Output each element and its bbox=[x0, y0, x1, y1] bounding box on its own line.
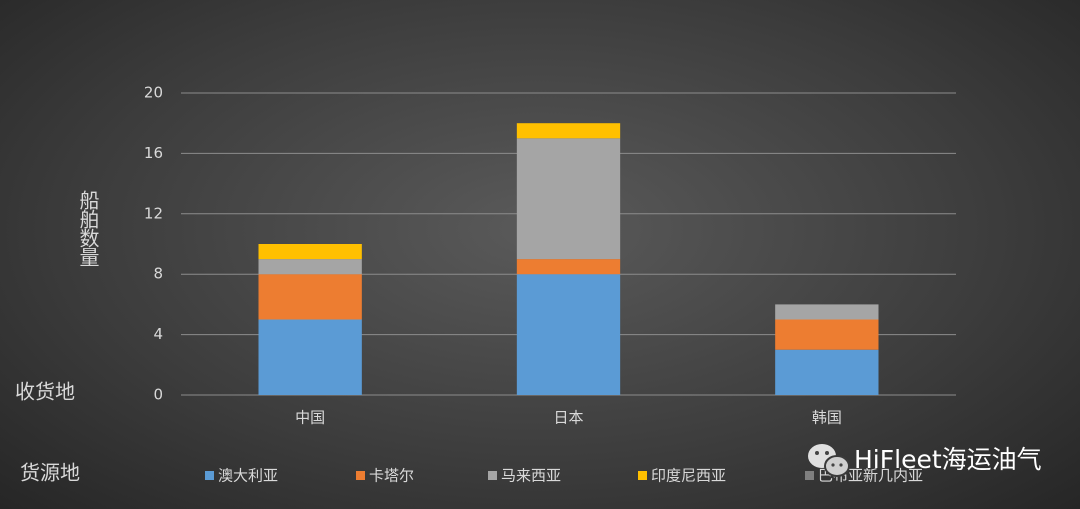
bar-segment bbox=[258, 319, 362, 395]
bar-segment bbox=[775, 349, 879, 395]
bar-segment bbox=[775, 304, 879, 320]
legend-label: 澳大利亚 bbox=[218, 467, 278, 485]
bar-segment bbox=[516, 123, 621, 139]
legend-swatch bbox=[638, 471, 647, 480]
y-tick-label: 16 bbox=[144, 144, 163, 162]
y-tick-label: 4 bbox=[153, 325, 163, 343]
x-tick-label: 中国 bbox=[295, 409, 325, 427]
y-tick-label: 12 bbox=[144, 204, 163, 222]
legend-swatch bbox=[205, 471, 214, 480]
bar-segment bbox=[258, 244, 362, 260]
watermark-icon bbox=[808, 444, 850, 477]
bar-segment bbox=[516, 259, 621, 275]
legend-label: 卡塔尔 bbox=[369, 467, 414, 485]
x-axis-label: 收货地 bbox=[15, 380, 75, 404]
y-tick-label: 20 bbox=[144, 84, 163, 102]
bar-segment bbox=[258, 259, 362, 275]
bar-segment bbox=[516, 274, 621, 395]
legend-swatch bbox=[356, 471, 365, 480]
watermark: HiFleet海运油气 bbox=[854, 445, 1042, 474]
legend-swatch bbox=[488, 471, 497, 480]
legend-title: 货源地 bbox=[20, 461, 80, 485]
legend-label: 印度尼西亚 bbox=[651, 467, 726, 485]
bar-segment bbox=[258, 274, 362, 320]
x-tick-label: 日本 bbox=[553, 409, 583, 427]
bar-segment bbox=[775, 319, 879, 350]
y-tick-label: 0 bbox=[153, 386, 163, 404]
legend-label: 马来西亚 bbox=[501, 467, 561, 485]
y-tick-label: 8 bbox=[153, 265, 163, 283]
bar-segment bbox=[516, 138, 621, 260]
legend-swatch bbox=[805, 471, 814, 480]
y-axis-label: 船舶数量 bbox=[76, 190, 100, 266]
x-tick-label: 韩国 bbox=[812, 409, 842, 427]
